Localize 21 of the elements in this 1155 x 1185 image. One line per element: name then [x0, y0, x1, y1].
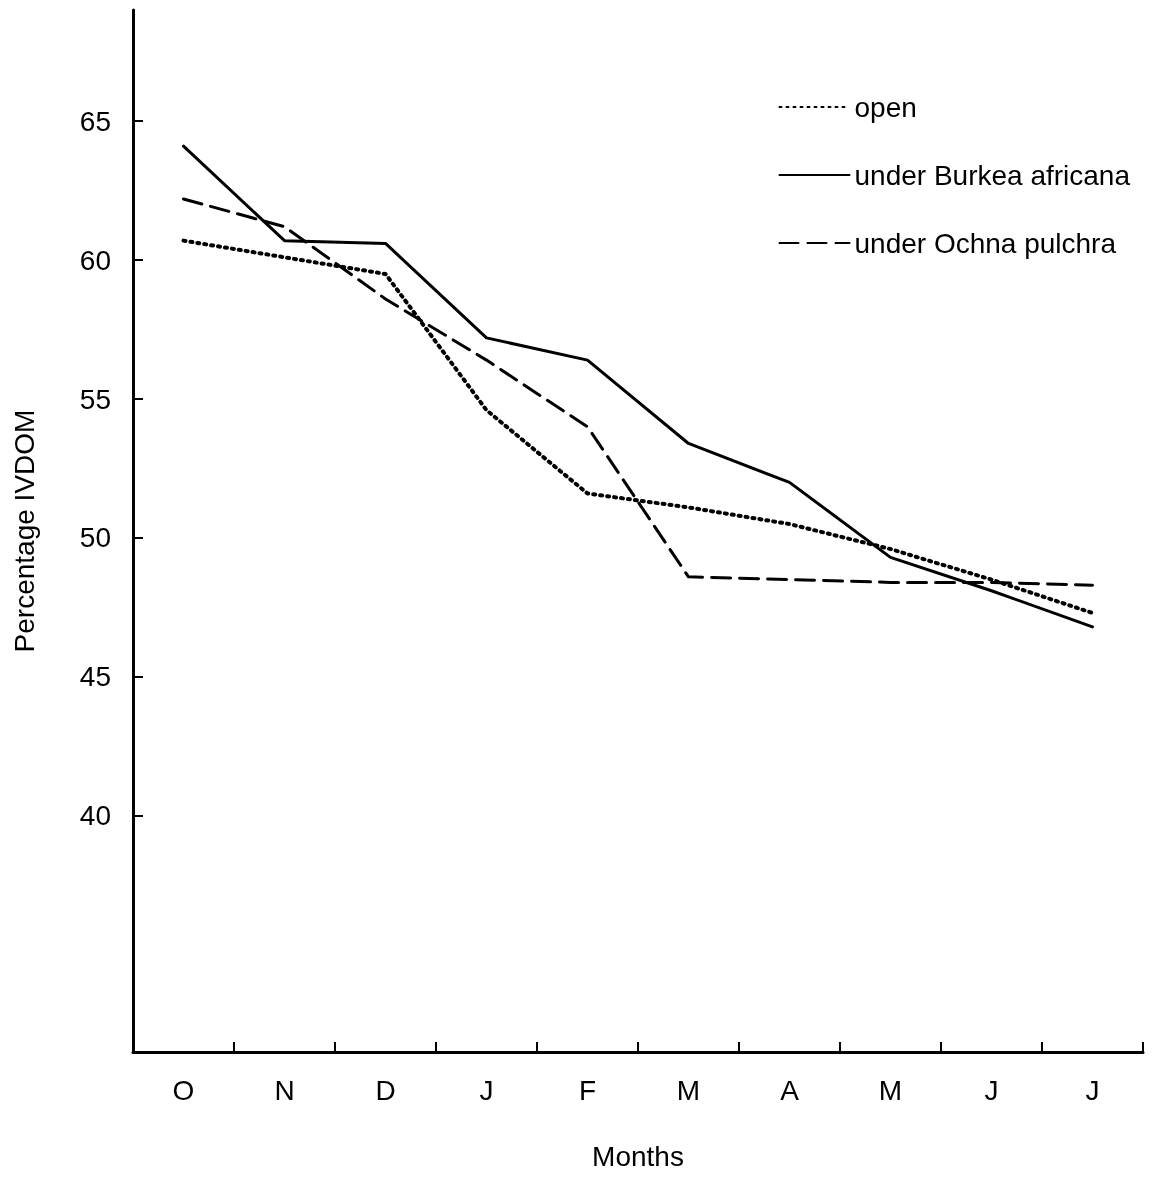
x-axis-title: Months — [592, 1140, 684, 1172]
legend-label: under Burkea africana — [854, 159, 1131, 191]
x-tick-label: A — [780, 1074, 800, 1106]
x-tick-label: J — [479, 1074, 494, 1106]
x-tick-label: M — [676, 1074, 701, 1106]
x-tick-label: N — [274, 1074, 295, 1106]
y-tick-label: 55 — [79, 383, 111, 415]
x-tick-label: M — [878, 1074, 903, 1106]
y-tick-label: 50 — [79, 522, 111, 554]
legend-label: under Ochna pulchra — [854, 227, 1117, 259]
x-tick-label: F — [578, 1074, 597, 1106]
x-tick-label: J — [984, 1074, 999, 1106]
x-tick-label: D — [375, 1074, 396, 1106]
x-tick-label: J — [1085, 1074, 1100, 1106]
y-tick-label: 65 — [79, 105, 111, 137]
y-tick-label: 45 — [79, 661, 111, 693]
y-tick-label: 40 — [79, 800, 111, 832]
y-tick-label: 60 — [79, 244, 111, 276]
legend-label: open — [854, 91, 917, 123]
x-tick-label: O — [172, 1074, 195, 1106]
y-axis-title: Percentage IVDOM — [8, 409, 40, 653]
